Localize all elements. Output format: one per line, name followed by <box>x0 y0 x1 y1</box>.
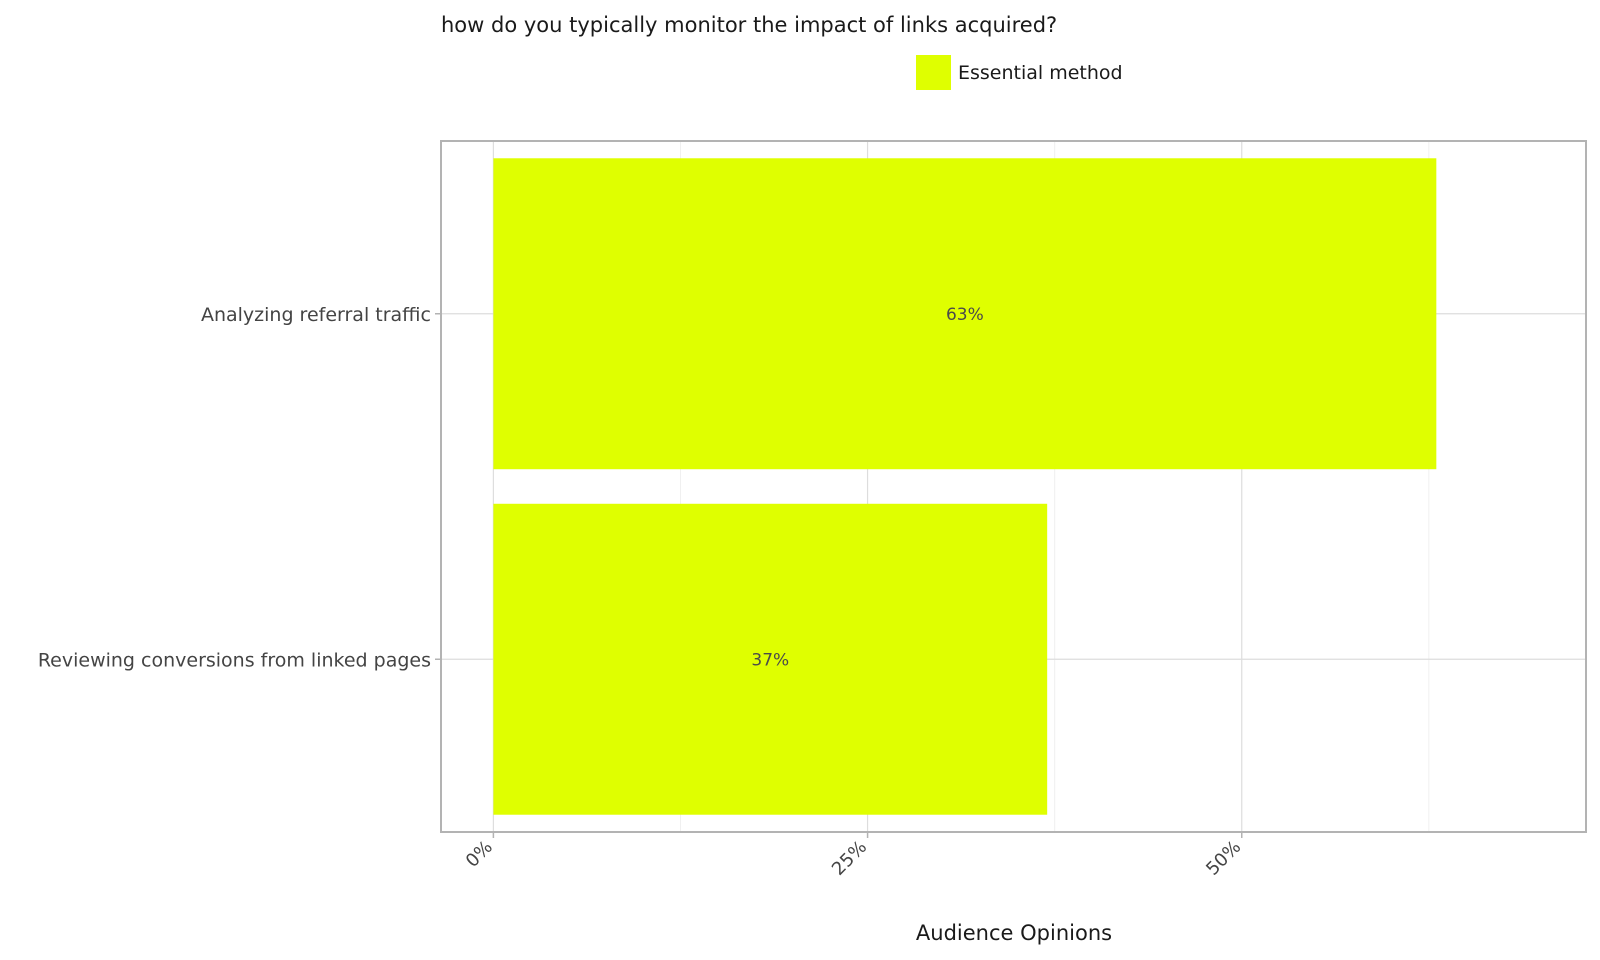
bar-value-label: 63% <box>946 305 984 325</box>
bar <box>493 503 1048 815</box>
legend: Essential method <box>916 55 1123 90</box>
plot-border <box>440 140 1587 833</box>
bar-value-label: 37% <box>751 650 789 670</box>
x-tick-label: 0% <box>462 837 497 872</box>
category-label: Analyzing referral traffic <box>201 304 431 326</box>
legend-label-essential-method: Essential method <box>958 62 1123 84</box>
x-tick-label: 50% <box>1202 837 1245 880</box>
bar <box>493 158 1437 470</box>
plot-area: 63% 37% Analyzing referral traffic Reviewin… <box>38 140 1587 880</box>
category-label: Reviewing conversions from linked pages <box>38 649 431 671</box>
x-tick-label: 25% <box>828 837 871 880</box>
legend-swatch-essential-method <box>916 55 951 90</box>
x-axis-title: Audience Opinions <box>916 921 1112 945</box>
chart-title: how do you typically monitor the impact … <box>441 13 1057 37</box>
